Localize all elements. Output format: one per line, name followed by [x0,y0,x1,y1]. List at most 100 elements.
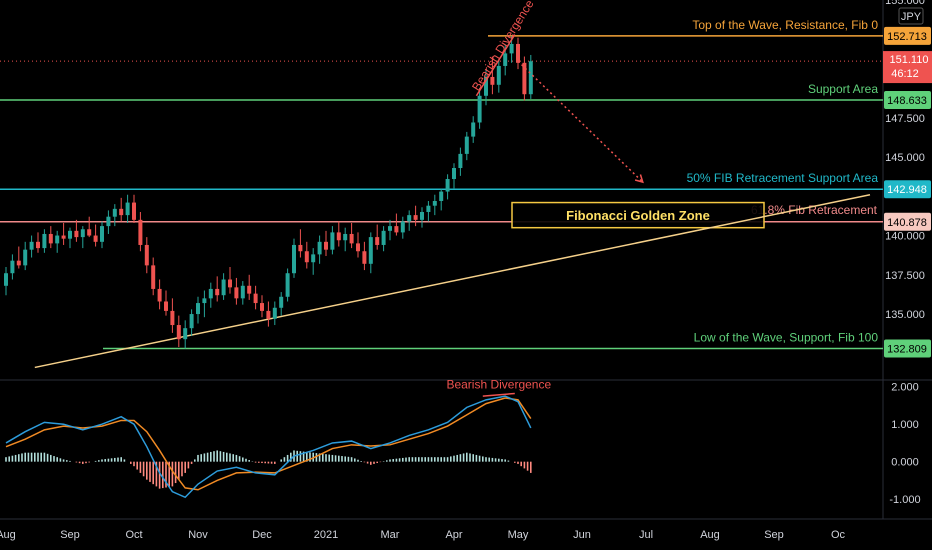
candle-body[interactable] [432,200,437,206]
candle-body[interactable] [484,76,488,96]
candle-body[interactable] [388,226,392,231]
candles[interactable] [4,36,533,349]
golden-zone[interactable]: Fibonacci Golden Zone [511,201,765,229]
candle-body[interactable] [324,241,328,250]
candle-body[interactable] [240,285,245,299]
candle-body[interactable] [87,229,92,236]
candle-body[interactable] [4,273,8,286]
candle-body[interactable] [202,298,207,304]
projection-arrow[interactable] [517,60,644,184]
candle-body[interactable] [132,202,136,220]
candle-body[interactable] [196,303,200,315]
candle-body[interactable] [464,136,469,154]
candle-body[interactable] [522,62,527,95]
candle-body[interactable] [311,254,316,263]
candle-body[interactable] [208,288,213,299]
candle-body[interactable] [458,153,463,169]
candle-body[interactable] [36,241,40,249]
candle-body[interactable] [349,233,354,244]
candle-body[interactable] [445,179,450,192]
candle-body[interactable] [100,226,104,242]
candle-body[interactable] [413,215,418,220]
candle-body[interactable] [253,293,258,304]
candle-body[interactable] [375,237,380,245]
candle-body[interactable] [215,288,220,296]
candle-body[interactable] [144,244,149,266]
candle-body[interactable] [176,325,181,340]
candle-body[interactable] [503,53,508,66]
candle-body[interactable] [138,219,143,245]
candle-body[interactable] [420,211,424,220]
candle-body[interactable] [228,279,232,288]
candle-body[interactable] [279,296,284,308]
candle-body[interactable] [496,65,501,85]
candle-body[interactable] [381,230,386,245]
candle-body[interactable] [112,208,117,217]
candle-body[interactable] [189,314,194,329]
candle-body[interactable] [247,285,252,294]
candle-body[interactable] [74,230,79,238]
price-tag-value-fib50: 142.948 [887,184,927,196]
candle-body[interactable] [42,233,47,249]
candle-body[interactable] [400,221,405,233]
candle-body[interactable] [119,208,124,216]
candle-body[interactable] [68,230,72,239]
candle-body[interactable] [516,43,520,63]
candle-body[interactable] [80,229,85,238]
candle-body[interactable] [29,241,34,250]
candle-body[interactable] [452,168,456,180]
candle-body[interactable] [221,279,226,296]
candle-body[interactable] [362,251,367,264]
golden-zone-box[interactable] [511,201,765,229]
candle-body[interactable] [330,232,335,250]
candle-body[interactable] [272,307,277,319]
candle-body[interactable] [234,287,239,299]
candle-body[interactable] [93,235,98,242]
candle-body[interactable] [157,288,162,302]
candle-body[interactable] [151,265,156,289]
candle-body[interactable] [23,249,28,266]
time-tick-label: Jun [573,529,591,541]
candle-body[interactable] [490,76,495,85]
macd-histogram[interactable] [5,450,532,489]
candle-body[interactable] [394,226,399,233]
candle-body[interactable] [336,232,341,241]
price-tick-label: 145.000 [885,152,925,164]
candle-body[interactable] [426,205,431,212]
candle-body[interactable] [298,244,303,252]
trendline[interactable] [34,193,871,369]
currency-badge[interactable] [898,7,924,25]
candle-body[interactable] [343,233,348,241]
candle-body[interactable] [439,191,444,201]
candle-body[interactable] [317,241,322,255]
candle-body[interactable] [260,303,264,311]
candle-body[interactable] [407,215,412,222]
macd-divergence[interactable]: Bearish Divergence [446,378,551,397]
macd-line[interactable] [5,395,532,499]
candle-body[interactable] [106,216,111,227]
candle-body[interactable] [170,310,175,326]
candle-body[interactable] [183,328,188,340]
candle-body[interactable] [10,260,15,274]
candle-body[interactable] [125,202,130,216]
candle-body[interactable] [292,244,296,274]
time-tick-label: Aug [0,529,16,541]
candle-body[interactable] [477,95,482,123]
candle-body[interactable] [61,235,66,239]
price-axis[interactable]: JPY [0,0,932,519]
candle-body[interactable] [48,233,53,244]
candle-body[interactable] [16,260,21,266]
candle-body[interactable] [368,237,373,264]
candle-body[interactable] [471,122,476,137]
candle-body[interactable] [304,251,309,263]
candle-body[interactable] [266,310,271,319]
price-tag-box-support_area [884,90,931,109]
time-tick-label: Jul [639,529,653,541]
candle-body[interactable] [285,273,290,297]
candle-body[interactable] [509,43,514,54]
candle-body[interactable] [55,235,60,244]
candle-body[interactable] [356,243,360,252]
candle-body[interactable] [528,61,533,95]
candle-body[interactable] [164,301,168,311]
